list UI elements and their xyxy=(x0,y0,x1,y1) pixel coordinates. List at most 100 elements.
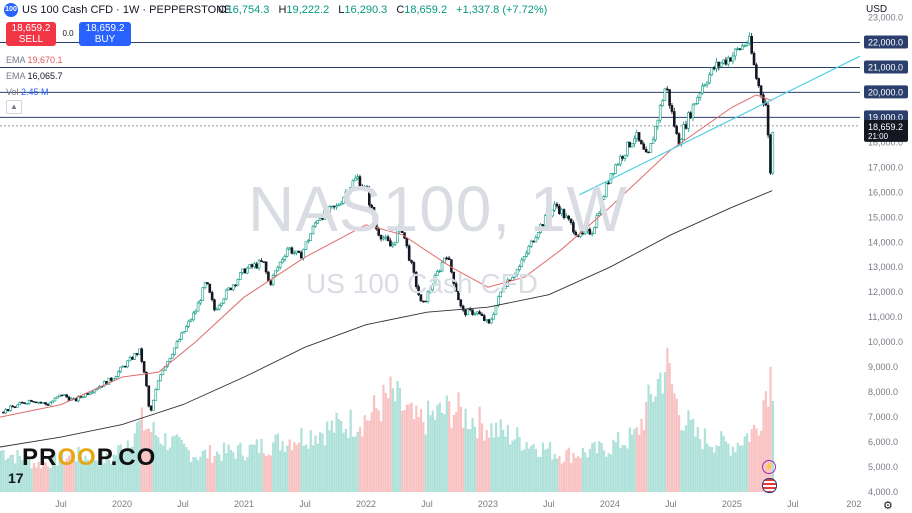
volume-bar xyxy=(509,444,512,492)
candle-body xyxy=(670,105,674,112)
time-tick-label: Jul xyxy=(177,499,189,509)
volume-bar xyxy=(426,400,430,492)
price-tick-label: 11,000.0 xyxy=(868,312,902,322)
volume-bar xyxy=(377,410,380,492)
candle-body xyxy=(684,124,688,129)
candle-body xyxy=(452,271,456,284)
candle-body xyxy=(23,402,26,404)
ema-fast-legend[interactable]: EMA 19,670.1 xyxy=(6,55,63,65)
watermark-name: US 100 Cash CFD xyxy=(306,268,538,299)
volume-bar xyxy=(504,436,507,492)
volume-bar xyxy=(534,449,538,492)
volume-bar xyxy=(570,462,573,492)
chevron-up-icon[interactable]: ▲ xyxy=(6,100,22,114)
tradingview-logo[interactable]: 17 xyxy=(8,470,24,486)
volume-bar xyxy=(16,449,19,492)
buy-button[interactable]: 18,659.2 BUY xyxy=(79,22,131,46)
volume-bar xyxy=(624,445,627,492)
volume-bar xyxy=(548,442,552,492)
currency-label[interactable]: USD xyxy=(866,4,888,15)
candle-body xyxy=(677,133,681,145)
candle-body xyxy=(145,371,148,387)
candle-body xyxy=(440,261,444,272)
candle-body xyxy=(769,134,772,174)
candle-body xyxy=(604,182,608,198)
volume-bar xyxy=(631,434,634,492)
candle-body xyxy=(651,139,655,144)
candle-body xyxy=(330,205,334,208)
volume-bar xyxy=(319,432,322,492)
ohlc-high-key: H xyxy=(278,4,287,16)
candle-body xyxy=(672,111,676,127)
symbol-logo-icon[interactable]: 100 xyxy=(4,3,18,17)
volume-bar xyxy=(692,418,695,492)
volume-bar xyxy=(487,437,491,492)
volume-bar xyxy=(25,455,29,492)
candle-body xyxy=(719,62,723,67)
candle-body xyxy=(140,348,144,362)
candle-body xyxy=(619,156,622,165)
volume-legend[interactable]: Vol 2.45 M xyxy=(6,87,49,97)
ema-fast-line xyxy=(0,94,773,418)
volume-bar xyxy=(727,443,730,492)
candle-body xyxy=(318,218,322,221)
volume-bar xyxy=(527,448,531,492)
candle-body xyxy=(640,140,643,145)
volume-bar xyxy=(694,436,697,492)
volume-bar xyxy=(769,366,772,492)
volume-bar xyxy=(133,433,136,492)
volume-bar xyxy=(309,430,312,492)
volume-bar xyxy=(2,450,5,492)
gear-icon[interactable]: ⚙ xyxy=(883,500,893,512)
volume-bar xyxy=(255,439,258,492)
volume-bar xyxy=(28,458,31,492)
volume-bar xyxy=(738,445,742,492)
candle-body xyxy=(206,282,209,285)
candle-body xyxy=(269,280,273,285)
price-tick-label: 16,000.0 xyxy=(868,187,903,197)
volume-bar xyxy=(107,459,111,492)
ema-slow-legend[interactable]: EMA 16,065.7 xyxy=(6,71,63,81)
volume-bar xyxy=(436,404,439,492)
volume-bar xyxy=(525,441,528,492)
price-tick-label: 13,000.0 xyxy=(868,262,903,272)
volume-bar xyxy=(56,465,59,492)
volume-bar xyxy=(452,415,455,492)
candle-body xyxy=(766,104,770,136)
volume-bar xyxy=(262,453,265,492)
volume-bar xyxy=(595,453,599,492)
volume-bar xyxy=(358,427,362,492)
volume-bar xyxy=(368,420,371,492)
candle-body xyxy=(302,248,305,259)
candle-body xyxy=(757,78,761,87)
candle-body xyxy=(661,100,664,106)
volume-bar xyxy=(424,434,427,492)
volume-bar xyxy=(572,452,575,492)
candle-body xyxy=(414,272,418,287)
candle-body xyxy=(595,215,599,228)
candle-body xyxy=(34,401,38,404)
symbol-title[interactable]: US 100 Cash CFD · 1W · PEPPERSTONE xyxy=(22,4,232,16)
volume-bar xyxy=(70,452,73,492)
candle-body xyxy=(656,119,660,127)
candle-body xyxy=(67,396,71,401)
volume-bar xyxy=(337,418,341,492)
candle-body xyxy=(527,246,531,254)
volume-bar xyxy=(757,435,760,492)
us-flag-icon[interactable] xyxy=(762,478,777,493)
candle-body xyxy=(447,257,451,260)
volume-bar xyxy=(389,376,392,492)
candle-body xyxy=(701,85,704,94)
volume-bar xyxy=(60,450,64,492)
candle-body xyxy=(602,196,606,200)
candle-body xyxy=(74,398,78,402)
candle-body xyxy=(299,252,303,259)
lightning-icon[interactable]: ⚡ xyxy=(762,460,776,474)
volume-bar xyxy=(666,347,669,492)
candle-body xyxy=(628,141,631,148)
candle-body xyxy=(187,320,190,327)
candle-body xyxy=(13,406,17,409)
time-tick-label: Jul xyxy=(421,499,433,509)
sell-button[interactable]: 18,659.2 SELL xyxy=(6,22,56,46)
